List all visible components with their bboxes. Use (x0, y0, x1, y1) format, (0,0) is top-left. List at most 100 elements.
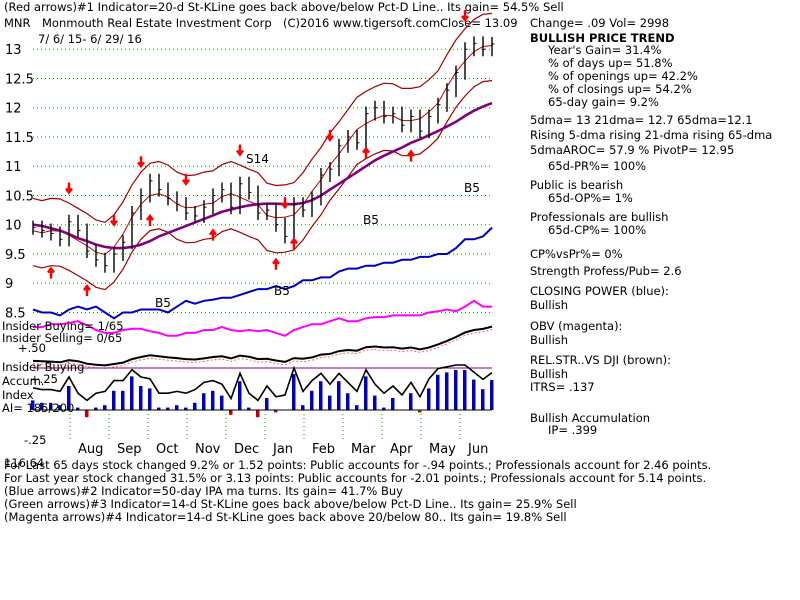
accum-bar (67, 386, 71, 410)
y-tick-label: 13 (5, 43, 22, 58)
days-up: % of days up= 51.8% (548, 56, 673, 70)
accum-bar (355, 405, 359, 410)
ma-direction: Rising 5-dma rising 21-dma rising 65-dma (530, 128, 773, 142)
signal-b5-a: B5 (155, 296, 171, 310)
indicator-2-legend: (Blue arrows)#2 Indicator=50-day IPA ma … (4, 484, 403, 498)
signal-b5-b: B5 (274, 284, 290, 298)
ticker-symbol: MNR (4, 16, 31, 30)
accum-minus-25: -.25 (24, 433, 47, 447)
sell-arrow (110, 214, 118, 227)
accum-bar (481, 389, 485, 410)
accum-bar (184, 407, 188, 410)
op-percent: 65d-OP%= 1% (548, 191, 633, 205)
buy-arrow (146, 213, 154, 226)
accum-bar (445, 372, 449, 410)
accum-bar (112, 390, 116, 410)
accum-bar (166, 407, 170, 410)
copyright: (C)2016 www.tigersoft.com (283, 16, 441, 30)
accum-bar (274, 410, 278, 413)
buy-arrow (83, 284, 91, 297)
y-tick-label: 11.5 (5, 131, 34, 146)
accum-bar (265, 398, 269, 410)
accum-bar (130, 376, 134, 410)
buy-arrow (290, 237, 298, 250)
lower-band-line (32, 80, 493, 291)
closings-up: % of closings up= 54.2% (548, 82, 692, 96)
itrs-value: ITRS= .137 (530, 380, 595, 394)
openings-up: % of openings up= 42.2% (548, 69, 698, 83)
accum-plus-25: +.25 (30, 372, 58, 386)
accum-bar (76, 407, 80, 410)
series-line-0 (32, 101, 493, 250)
gain-65-day: 65-day gain= 9.2% (548, 95, 659, 109)
accum-bar (409, 393, 413, 410)
upper-band-line (32, 12, 493, 224)
accum-bar (157, 407, 161, 410)
sell-arrow (65, 182, 73, 195)
accum-bar (454, 370, 458, 410)
rel-strength-line (32, 325, 493, 367)
sell-arrow (182, 173, 190, 186)
trend-headline: BULLISH PRICE TREND (530, 31, 675, 45)
accum-bar (148, 388, 152, 410)
x-month-label: Jan (272, 442, 293, 457)
rel-strength-label: REL.STR..VS DJI (brown): (530, 353, 672, 367)
rel-strength-status: Bullish (530, 367, 569, 381)
x-month-label: Feb (312, 442, 335, 457)
x-month-label: Jun (467, 442, 488, 457)
x-month-label: Aug (78, 442, 103, 457)
series-line-1 (32, 226, 493, 320)
y-tick-label: 10 (5, 219, 22, 234)
x-month-label: Oct (156, 442, 178, 457)
accum-bar (31, 400, 35, 410)
professionals-sentiment: Professionals are bullish (530, 210, 669, 224)
buy-arrow (209, 228, 217, 241)
accum-label: Accum. (2, 374, 45, 388)
x-month-label: Dec (234, 442, 259, 457)
sell-arrow (236, 144, 244, 157)
accum-bar (220, 395, 224, 410)
cp-percent: 65d-CP%= 100% (548, 223, 647, 237)
closing-power-status: Bullish (530, 298, 569, 312)
accum-bar (211, 390, 215, 410)
y-tick-label: 8.5 (5, 306, 26, 321)
accum-bar (229, 410, 233, 415)
accum-bar (139, 386, 143, 410)
sell-arrow (281, 197, 289, 210)
close-price: Close= 13.09 (440, 16, 518, 30)
accum-bar (463, 370, 467, 410)
x-month-label: Apr (390, 442, 413, 457)
signal-b5-c: B5 (363, 213, 379, 227)
x-month-label: Mar (351, 442, 376, 457)
accum-index-line (32, 364, 493, 402)
cp-vs-pr: CP%vsPr%= 0% (530, 247, 623, 261)
aroc-pivot: 5dmaAROC= 57.9 % PivotP= 12.95 (530, 143, 735, 157)
last-65-days-summary: For Last 65 days stock changed 9.2% or 1… (4, 458, 712, 472)
company-name: Monmouth Real Estate Investment Corp (42, 16, 272, 30)
accum-bar (292, 374, 296, 410)
y-tick-label: 9 (5, 277, 13, 292)
ma21-line (32, 45, 493, 256)
obv-label: OBV (magenta): (530, 319, 623, 333)
buy-arrow (47, 266, 55, 279)
accum-bar (382, 407, 386, 410)
ip-value: IP= .399 (548, 423, 598, 437)
accum-bar (472, 379, 476, 410)
accum-bar (175, 405, 179, 410)
accum-bar (193, 402, 197, 410)
y-tick-label: 11 (5, 160, 22, 175)
sell-arrow (461, 10, 469, 23)
public-sentiment: Public is bearish (530, 178, 624, 192)
index-label: Index (2, 388, 34, 402)
sell-arrow (326, 129, 334, 142)
accum-bar (301, 405, 305, 410)
indicator-4-legend: (Magenta arrows)#4 Indicator=14-d St-KLi… (4, 510, 567, 524)
accum-bar (418, 410, 422, 413)
accum-bar (427, 388, 431, 410)
accum-bar (373, 395, 377, 410)
date-range: 7/ 6/ 15- 6/ 29/ 16 (38, 32, 142, 46)
accum-bar (40, 402, 44, 410)
accum-title: Insider Buying (2, 360, 85, 374)
